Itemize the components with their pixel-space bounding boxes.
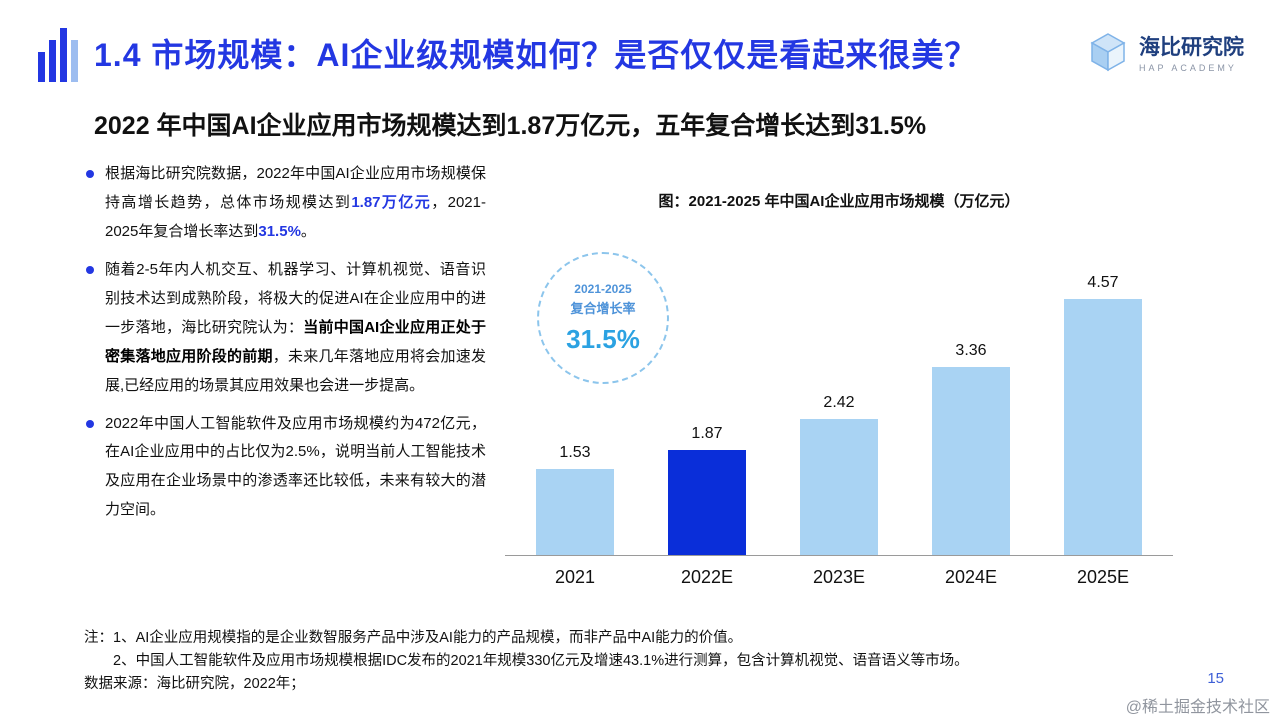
page-title: 1.4 市场规模：AI企业级规模如何？是否仅仅是看起来很美？ [94,37,978,73]
x-axis-tick-label: 2025E [1076,567,1130,587]
bullet-text-segment: 随着2-5年内人机交互、机器学习、计算机视觉、语音识别技术达到成熟阶段，将极大的… [105,260,486,336]
footnotes: 注：1、AI企业应用规模指的是企业数智服务产品中涉及AI能力的产品规模，而非产品… [84,627,1104,697]
data-source: 数据来源：海比研究院，2022年； [84,676,305,693]
bar-value-label: 2.42 [823,394,855,411]
brand-name: 海比研究院 [1139,36,1244,60]
bullet-item: 根据海比研究院数据，2022年中国AI企业应用市场规模保持高增长趋势，总体市场规… [86,160,486,247]
bar-column: 4.57 [1037,274,1169,555]
bar-value-label: 3.36 [955,342,987,359]
chart-title: 图：2021-2025 年中国AI企业应用市场规模（万亿元） [658,193,1020,210]
bar-column: 3.36 [905,342,1037,555]
slide-subtitle: 2022 年中国AI企业应用市场规模达到1.87万亿元，五年复合增长达到31.5… [94,112,927,140]
brand-text: 海比研究院 HAP ACADEMY [1139,36,1244,72]
bullet-item: 随着2-5年内人机交互、机器学习、计算机视觉、语音识别技术达到成熟阶段，将极大的… [86,256,486,401]
bar-value-label: 1.87 [691,425,723,442]
bullet-text-segment: 2022年中国人工智能软件及应用市场规模约为472亿元，在AI企业应用中的占比仅… [105,414,486,519]
bullet-text-segment: 当前中国AI企业应用正处于密集落地应用阶段的前期 [105,318,486,365]
bullet-item: 2022年中国人工智能软件及应用市场规模约为472亿元，在AI企业应用中的占比仅… [86,410,486,526]
footnote-1: 注：1、AI企业应用规模指的是企业数智服务产品中涉及AI能力的产品规模，而非产品… [84,630,743,646]
bullet-list: 根据海比研究院数据，2022年中国AI企业应用市场规模保持高增长趋势，总体市场规… [86,160,486,534]
brand-subname: HAP ACADEMY [1139,62,1237,73]
bar-chart-logo-icon [36,26,82,87]
bullet-dot-icon [86,265,94,274]
bar [932,367,1010,555]
watermark: @稀土掘金技术社区 [1125,699,1270,716]
bullet-text-segment: 1.87万亿元 [351,193,432,211]
bullet-dot-icon [86,419,94,428]
bar-column: 1.87 [641,425,773,555]
bullet-dot-icon [86,170,94,178]
x-axis-tick-label: 2022E [680,567,734,587]
cagr-annotation-circle: 2021-2025 复合增长率 31.5% [537,252,669,384]
x-axis-tick-label: 2023E [812,567,866,587]
bullet-text-segment: ，2021-2025年复合增长率达到 [105,193,486,240]
bar-column: 2.42 [773,394,905,555]
cagr-period: 2021-2025 [574,281,632,296]
bar [536,469,614,555]
brand-logo: 海比研究院 HAP ACADEMY [1086,30,1244,79]
cagr-value: 31.5% [566,323,640,354]
chart-area: 图：2021-2025 年中国AI企业应用市场规模（万亿元） 1.53 1.87 2… [505,190,1173,588]
bar-chart-plot: 1.53 1.87 2.42 3.36 4.57 [505,225,1173,556]
bullet-text-segment: 。 [300,222,316,240]
bullet-text-segment: 31.5% [258,222,301,240]
bar-column: 1.53 [509,444,641,555]
bullet-text-segment: ，未来几年落地应用将会加速发展,已经应用的场景其应用效果也会进一步提高。 [105,347,486,394]
footnote-2: 2、中国人工智能软件及应用市场规模根据IDC发布的2021年规模330亿元及增速… [113,653,969,670]
bar [1064,299,1142,555]
bar [800,419,878,555]
bar-value-label: 4.57 [1087,274,1119,291]
x-axis-tick-label: 2024E [944,567,998,587]
cagr-label: 复合增长率 [570,300,636,316]
x-axis-labels: 2021 2022E 2023E 2024E 2025E [505,567,1173,588]
x-axis-tick-label: 2021 [554,567,596,587]
page-number: 15 [1207,670,1224,687]
bullet-text-segment: 根据海比研究院数据，2022年中国AI企业应用市场规模保持高增长趋势，总体市场规… [105,165,486,211]
bar [668,450,746,555]
cube-icon [1086,30,1130,79]
bar-value-label: 1.53 [559,444,591,461]
